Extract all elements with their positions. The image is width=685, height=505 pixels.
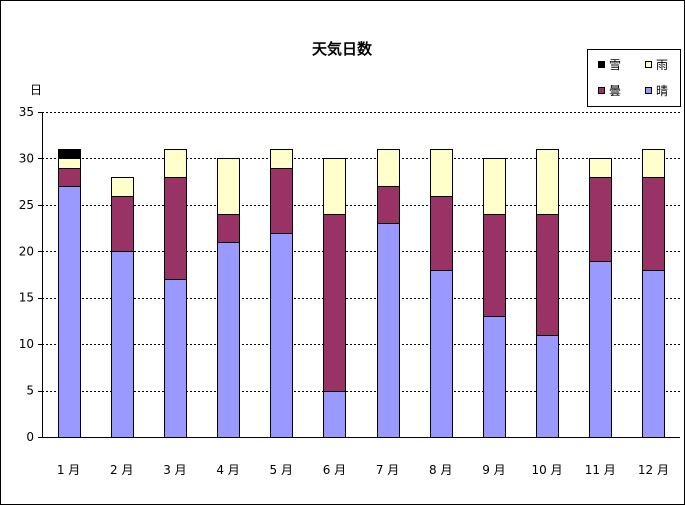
x-tick-label-10: 10 月 — [532, 463, 563, 477]
axes — [38, 112, 680, 438]
legend-label-2: 曇 — [609, 84, 621, 98]
legend-swatch-3 — [645, 61, 652, 68]
bar-8-series-2 — [430, 196, 453, 271]
bar-3-series-1 — [164, 279, 187, 438]
bar-9-series-1 — [483, 316, 506, 438]
bar-2-series-3 — [111, 177, 134, 197]
y-tick-label-15: 15 — [19, 291, 34, 305]
bar-8-series-1 — [430, 270, 453, 438]
legend-box — [587, 49, 681, 107]
bar-6-series-3 — [323, 158, 346, 215]
legend: 雪 雨曇 晴 — [587, 49, 681, 107]
x-tick-label-6: 6 月 — [323, 463, 346, 477]
bar-11-series-2 — [589, 177, 612, 262]
x-tick-label-4: 4 月 — [216, 463, 239, 477]
bar-4-series-3 — [217, 158, 240, 215]
bar-10-series-1 — [536, 335, 559, 438]
bar-10-series-3 — [536, 149, 559, 215]
x-tick-label-2: 2 月 — [110, 463, 133, 477]
bar-1-series-4 — [58, 149, 81, 159]
bar-4-series-2 — [217, 214, 240, 243]
bar-9-series-2 — [483, 214, 506, 317]
legend-swatch-2 — [598, 87, 605, 94]
bar-6-series-2 — [323, 214, 346, 392]
bar-1-series-2 — [58, 168, 81, 187]
x-tick-label-11: 11 月 — [585, 463, 616, 477]
x-tick-label-9: 9 月 — [482, 463, 505, 477]
x-tick-label-3: 3 月 — [163, 463, 186, 477]
bar-12-series-1 — [642, 270, 665, 438]
y-tick-labels: 0 5 10 15 20 25 30 35 — [19, 105, 34, 444]
bar-10-series-2 — [536, 214, 559, 336]
bar-7-series-2 — [377, 186, 400, 224]
x-tick-labels: 1 月 2 月 3 月 4 月 5 月 6 月 7 月 8 月 9 月 10 月 11 月 12 月 — [57, 463, 669, 477]
bar-1-series-1 — [58, 186, 81, 438]
bar-12-series-2 — [642, 177, 665, 271]
y-tick-label-30: 30 — [19, 151, 34, 165]
legend-label-1: 晴 — [656, 84, 668, 98]
bar-7-series-1 — [377, 223, 400, 438]
chart-title: 天気日数 — [312, 40, 373, 58]
x-tick-label-12: 12 月 — [638, 463, 669, 477]
bar-5-series-2 — [270, 168, 293, 234]
y-tick-label-10: 10 — [19, 337, 34, 351]
x-tick-label-7: 7 月 — [376, 463, 399, 477]
y-tick-label-20: 20 — [19, 244, 34, 258]
y-tick-label-35: 35 — [19, 105, 34, 119]
bar-2-series-2 — [111, 196, 134, 252]
legend-label-3: 雨 — [656, 58, 668, 72]
bar-12-series-3 — [642, 149, 665, 178]
y-axis-label: 日 — [30, 83, 42, 97]
bars — [58, 149, 665, 438]
bar-3-series-2 — [164, 177, 187, 280]
bar-3-series-3 — [164, 149, 187, 178]
bar-11-series-1 — [589, 261, 612, 438]
bar-8-series-3 — [430, 149, 453, 197]
y-tick-label-5: 5 — [26, 384, 34, 398]
bar-1-series-3 — [58, 158, 81, 169]
legend-swatch-4 — [598, 61, 605, 68]
y-tick-label-0: 0 — [26, 430, 34, 444]
bar-11-series-3 — [589, 158, 612, 178]
x-tick-label-1: 1 月 — [57, 463, 80, 477]
x-tick-label-8: 8 月 — [429, 463, 452, 477]
bar-9-series-3 — [483, 158, 506, 215]
bar-7-series-3 — [377, 149, 400, 187]
x-tick-label-5: 5 月 — [270, 463, 293, 477]
bar-6-series-1 — [323, 391, 346, 438]
bar-5-series-1 — [270, 233, 293, 438]
legend-label-4: 雪 — [609, 58, 621, 72]
y-tick-label-25: 25 — [19, 198, 34, 212]
legend-swatch-1 — [645, 87, 652, 94]
bar-2-series-1 — [111, 251, 134, 438]
bar-4-series-1 — [217, 242, 240, 438]
bar-5-series-3 — [270, 149, 293, 169]
